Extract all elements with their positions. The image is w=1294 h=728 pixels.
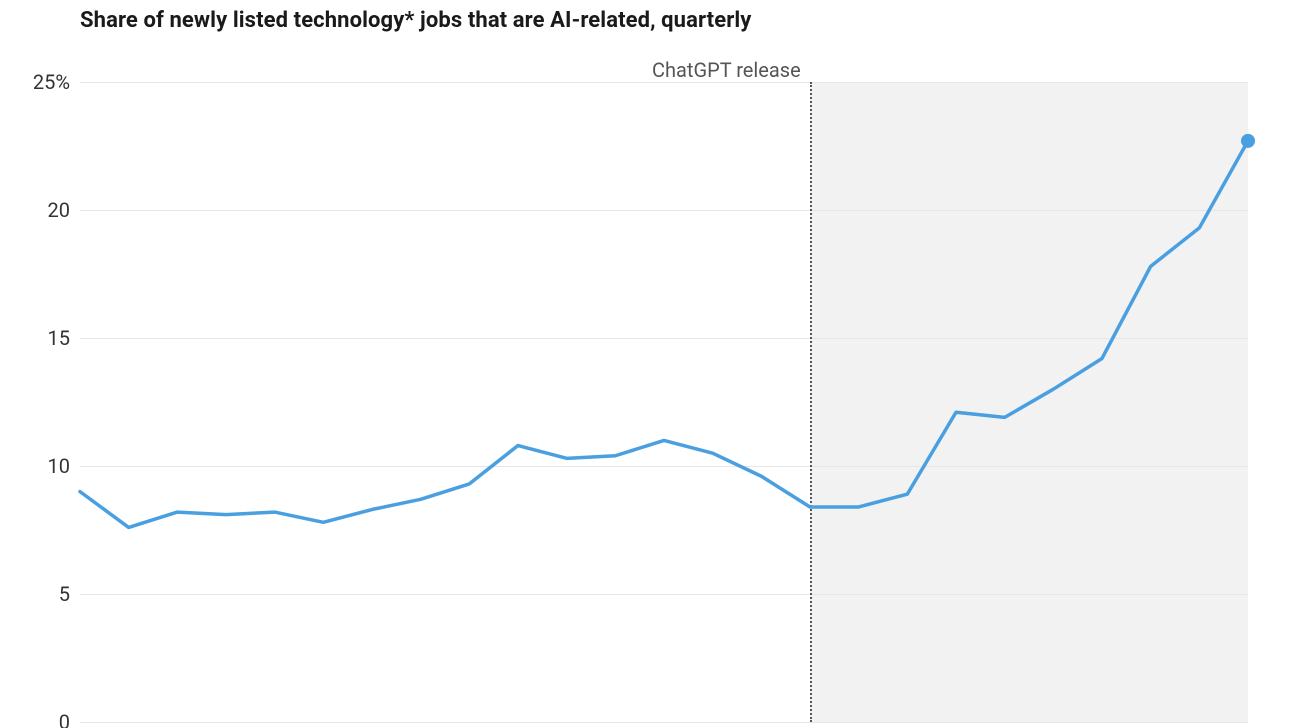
data-line — [80, 141, 1248, 528]
chart-container: Share of newly listed technology* jobs t… — [0, 0, 1294, 728]
end-marker — [1241, 134, 1255, 148]
line-plot — [0, 0, 1294, 728]
